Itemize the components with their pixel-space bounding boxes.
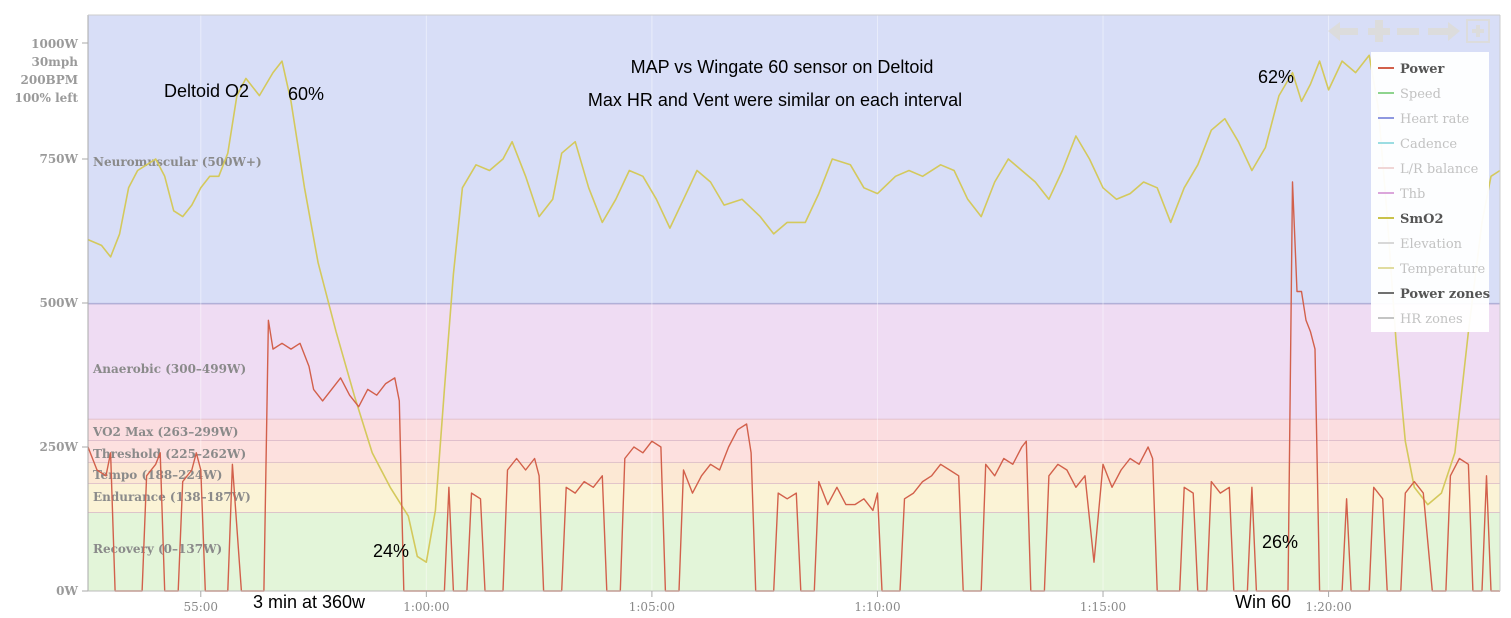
annotation-62-percent: 62% — [1258, 67, 1294, 87]
chart-subtitle: Max HR and Vent were similar on each int… — [588, 90, 962, 110]
zone-band — [88, 15, 1500, 304]
x-tick-label: 1:10:00 — [854, 600, 900, 614]
annotation-24-percent: 24% — [373, 541, 409, 561]
legend-item-cadence[interactable]: Cadence — [1378, 137, 1457, 152]
chart-toolbar — [1328, 19, 1490, 43]
y-max-label: 100% left — [14, 91, 78, 105]
zone-label: Anaerobic (300–499W) — [92, 362, 246, 376]
chart-legend: Power Speed Heart rate Cadence L/R balance Th… — [1371, 52, 1490, 332]
annotation-60-percent: 60% — [288, 84, 324, 104]
legend-item-elevation[interactable]: Elevation — [1378, 237, 1463, 252]
zone-band — [88, 512, 1500, 591]
x-tick-label: 55:00 — [183, 600, 218, 614]
zone-label: Tempo (188–224W) — [93, 468, 222, 482]
plus-icon[interactable] — [1368, 20, 1390, 42]
zone-band — [88, 461, 1500, 484]
zone-label: Recovery (0–137W) — [93, 542, 222, 556]
legend-item-thb[interactable]: Thb — [1378, 187, 1425, 202]
minus-icon[interactable] — [1397, 28, 1419, 35]
smo2-series — [87, 54, 1501, 563]
y-tick-label: 250W — [39, 440, 78, 454]
zone-band — [88, 440, 1500, 462]
legend-item-hr-zones[interactable]: HR zones — [1378, 312, 1463, 327]
grid-lines — [200, 15, 1330, 591]
arrow-left-icon[interactable] — [1328, 22, 1358, 41]
legend-item-temperature[interactable]: Temperature — [1378, 262, 1485, 277]
zone-label: Neuromuscular (500W+) — [93, 155, 262, 169]
zone-label: Threshold (225–262W) — [93, 447, 246, 461]
zone-band — [88, 418, 1500, 441]
y-max-label: 30mph — [31, 55, 78, 69]
zone-labels: Recovery (0–137W) Endurance (138–187W) Tem… — [92, 155, 262, 556]
annotation-3-min: 3 min at 360w — [253, 592, 366, 612]
legend-item-smo2[interactable]: SmO2 — [1378, 212, 1444, 227]
y-tick-label: 0W — [56, 584, 78, 598]
legend-item-l-r-balance[interactable]: L/R balance — [1378, 162, 1479, 177]
legend-label: Power — [1400, 62, 1445, 77]
legend-item-heart-rate[interactable]: Heart rate — [1378, 112, 1470, 127]
legend-label: Power zones — [1400, 287, 1490, 302]
legend-label: Heart rate — [1400, 112, 1470, 127]
x-tick-label: 1:15:00 — [1080, 600, 1126, 614]
x-tick-label: 1:05:00 — [629, 600, 675, 614]
annotation-deltoid-o2: Deltoid O2 — [164, 81, 249, 101]
zone-band — [88, 483, 1500, 513]
legend-label: Thb — [1400, 187, 1425, 202]
y-max-label: 1000W — [31, 37, 78, 51]
axes: 0W 250W 500W 750W 1000W 30mph 200BPM 100% left 5… — [14, 14, 1501, 614]
legend-label: Temperature — [1400, 262, 1485, 277]
annotation-win-60: Win 60 — [1235, 592, 1291, 612]
legend-item-speed[interactable]: Speed — [1378, 87, 1441, 102]
zone-label: VO2 Max (263–299W) — [92, 425, 238, 439]
smo2-line — [87, 54, 1501, 563]
legend-item-power-zones[interactable]: Power zones — [1378, 287, 1490, 302]
legend-label: L/R balance — [1400, 162, 1479, 177]
legend-label: Elevation — [1400, 237, 1463, 252]
x-tick-label: 1:20:00 — [1305, 600, 1351, 614]
legend-item-power[interactable]: Power — [1378, 62, 1445, 77]
legend-label: SmO2 — [1400, 212, 1444, 227]
zone-label: Endurance (138–187W) — [93, 490, 251, 504]
y-tick-label: 500W — [39, 296, 78, 310]
zone-band — [88, 303, 1500, 419]
y-tick-label: 750W — [39, 152, 78, 166]
annotation-26-percent: 26% — [1262, 532, 1298, 552]
y-max-label: 200BPM — [21, 73, 79, 87]
legend-label: HR zones — [1400, 312, 1463, 327]
zoom-fit-icon[interactable] — [1466, 19, 1490, 43]
chart-title: MAP vs Wingate 60 sensor on Deltoid — [631, 57, 934, 77]
legend-label: Cadence — [1400, 137, 1457, 152]
x-tick-label: 1:00:00 — [403, 600, 449, 614]
arrow-right-icon[interactable] — [1428, 22, 1460, 41]
legend-label: Speed — [1400, 87, 1441, 102]
